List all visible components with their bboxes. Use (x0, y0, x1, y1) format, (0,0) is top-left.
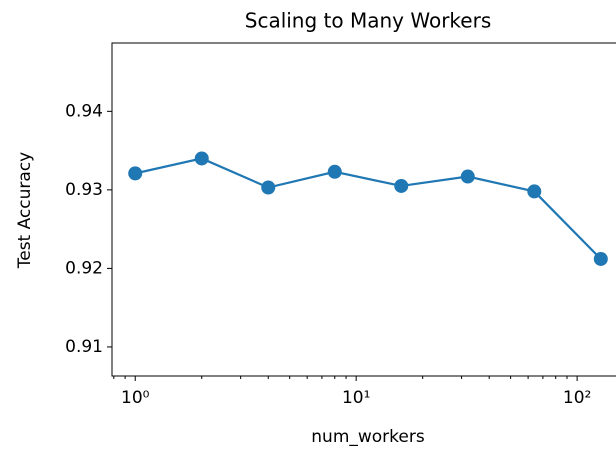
data-point (128, 166, 143, 181)
data-point (593, 251, 608, 266)
data-point (261, 180, 276, 195)
data-point (194, 151, 209, 166)
data-point (327, 164, 342, 179)
data-point (394, 178, 409, 193)
data-point (460, 169, 475, 184)
x-tick-label: 10² (563, 388, 591, 408)
y-tick-label: 0.93 (65, 180, 103, 200)
y-tick-label: 0.91 (65, 337, 103, 357)
x-axis-label: num_workers (311, 427, 425, 447)
y-axis-label: Test Accuracy (15, 152, 35, 270)
series-line (134, 157, 602, 260)
chart-title: Scaling to Many Workers (245, 9, 491, 33)
x-tick-label: 10¹ (342, 388, 370, 408)
y-tick-label: 0.92 (65, 258, 103, 278)
y-tick-label: 0.94 (65, 101, 103, 121)
plot-frame (111, 42, 616, 377)
x-tick-label: 10⁰ (121, 388, 150, 408)
data-point (527, 184, 542, 199)
